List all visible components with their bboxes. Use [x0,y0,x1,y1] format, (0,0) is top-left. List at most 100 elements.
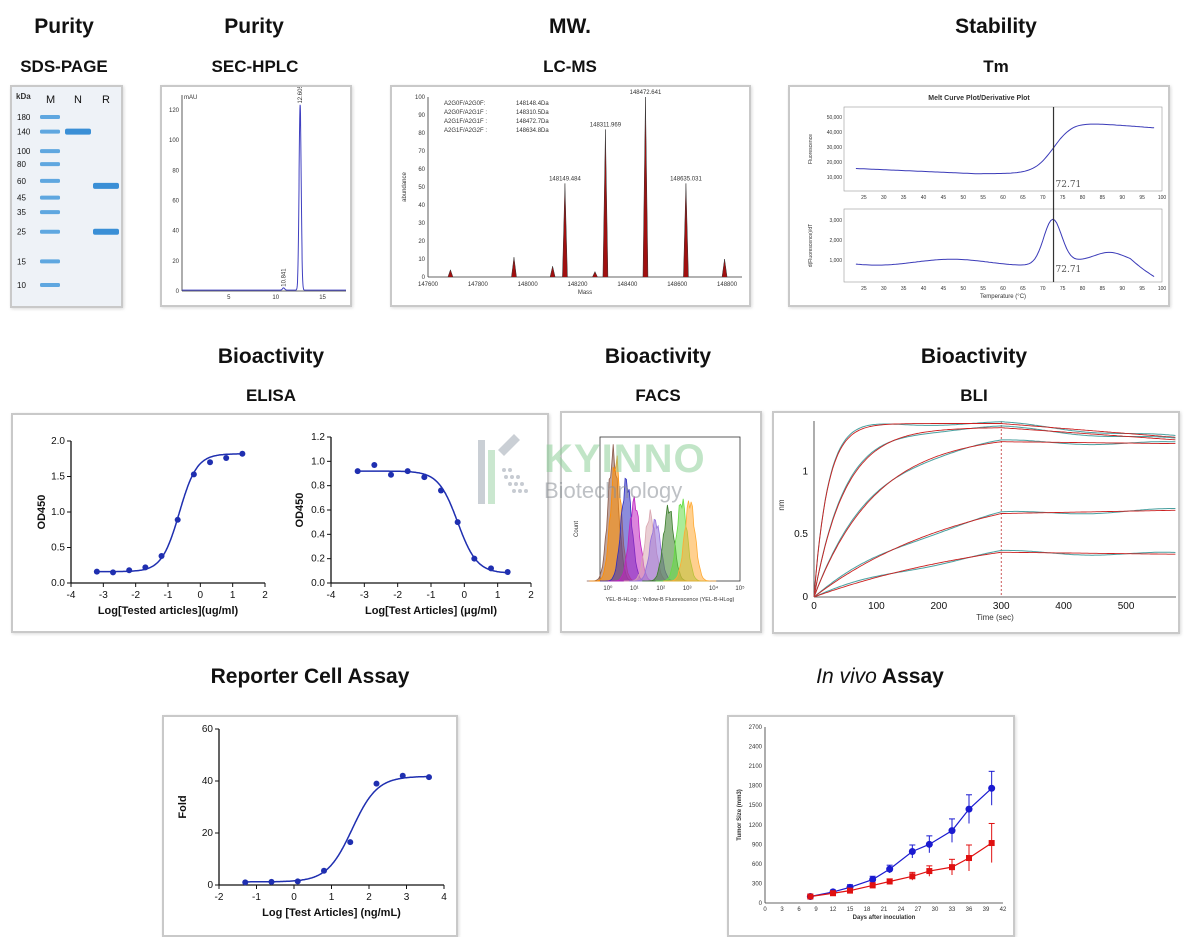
melt-curve-panel: Melt Curve Plot/Derivative Plot 25 25 30 30 3… [788,85,1170,307]
melt-curve-chart: Melt Curve Plot/Derivative Plot 25 25 30 30 3… [808,95,1166,300]
elisa2-point [488,565,494,572]
reporter-point [242,879,249,886]
melt-bottom-x-tick: 60 [1000,286,1006,292]
elisa1-point [142,564,149,571]
ms-y-tick: 50 [418,185,425,191]
elisa2-x-tick: -3 [360,590,369,601]
melt-tm-label-top: 72.71 [1056,180,1082,190]
melt-top-x-tick: 50 [960,195,966,201]
lc-ms-panel: 0 10 20 30 40 50 60 70 80 90 100 147600 147800 148000… [390,85,751,307]
invivo-point [988,840,995,847]
melt-tm-label-bottom: 72.71 [1056,265,1082,275]
elisa1-y-tick: 0.0 [51,578,65,589]
header-sds-page: SDS-PAGE [20,57,108,76]
invivo-series-line [810,787,993,898]
bli-y-tick: 0 [802,592,808,603]
ms-legend-value: 148634.8Da [516,128,549,134]
ms-peak [511,257,517,278]
ms-x-tick: 148000 [518,282,539,288]
sec-peak-label: 12.605 [298,87,304,104]
lc-ms-chart: 0 10 20 30 40 50 60 70 80 90 100 147600 147800 148000… [402,90,742,296]
ms-legend-value: 148310.5Da [516,110,549,116]
invivo-point [869,882,876,889]
gel-marker-tick: 180 [17,113,31,122]
logo-bar-1 [478,440,485,504]
bli-sensorgram: 0 100 200 300 400 500 0 0.5 1 Time (sec) nm [777,421,1176,622]
gel-marker-band [40,259,60,264]
sec-hplc-chart: mAU 0 20 40 60 80 100 120 5 10 15 10.841 12.605 [169,87,346,301]
reporter-x-tick: 1 [329,892,335,903]
ms-legend-value: 148148.4Da [516,101,549,107]
invivo-y-tick: 2700 [749,725,763,731]
header-bioactivity-3: Bioactivity [920,345,1028,368]
melt-top-x-tick: 25 [861,195,867,201]
invivo-x-tick: 0 [763,907,767,913]
ms-y-tick: 0 [422,275,426,281]
sec-y-tick: 0 [176,289,180,295]
header-elisa: ELISA [245,386,297,405]
melt-top-y-tick: 10,000 [827,175,843,181]
invivo-point [988,784,996,792]
reporter-x-tick: 0 [291,892,297,903]
bli-x-tick: 100 [868,601,885,612]
sec-x-tick: 5 [227,295,231,301]
facs-x-label: YEL-B-HLog :: Yellow-B Fluorescence (YEL… [606,597,735,603]
gel-marker-band [40,210,60,215]
melt-derivative-curve [855,218,1155,278]
gel-marker-band [40,162,60,167]
melt-bottom-y-tick: 2,000 [829,238,842,244]
ms-peak-label: 148311.969 [590,122,622,128]
invivo-y-tick: 1200 [749,823,763,829]
elisa1-x-tick: -4 [67,590,76,601]
melt-top-y-tick: 50,000 [827,115,843,121]
elisa1-point [174,516,181,523]
elisa2-point [404,468,411,475]
invivo-point [966,855,972,862]
gel-unit-label: kDa [16,92,31,101]
invivo-x-tick: 42 [1000,907,1007,913]
bli-raw-curve [813,439,1176,598]
header-purity-2: Purity [224,15,284,38]
melt-bottom-x-tick: 35 [901,286,907,292]
reporter-point [321,867,327,874]
elisa2-y-tick: 0.2 [311,554,325,565]
elisa2-point [388,471,394,478]
elisa1-fit-curve [96,453,242,573]
elisa2-y-tick: 0.0 [311,578,325,589]
invivo-x-tick: 9 [814,907,818,913]
facs-x-tick: 10⁴ [709,585,719,592]
gel-marker-tick: 25 [17,228,26,237]
reporter-y-tick: 0 [207,880,213,891]
melt-bottom-x-tick: 85 [1100,286,1106,292]
melt-top-y-label: Fluorescence [808,134,814,164]
header-in-vivo-assay: In vivo Assay [760,665,1000,689]
bli-x-tick: 500 [1118,601,1135,612]
reporter-point [347,839,354,846]
melt-top-x-tick: 90 [1119,195,1125,201]
melt-bottom-x-tick: 45 [941,286,947,292]
header-stability: Stability [955,15,1037,38]
gel-marker-band [40,115,60,119]
bli-raw-curve [813,549,1176,598]
elisa2-x-tick: 1 [495,590,501,601]
bli-panel: 0 100 200 300 400 500 0 0.5 1 Time (sec) nm [772,411,1180,634]
melt-top-x-tick: 60 [1000,195,1006,201]
ms-legend-value: 148472.7Da [516,119,549,125]
invivo-point [908,848,916,856]
gel-marker-tick: 10 [17,281,26,290]
invivo-x-tick: 27 [915,907,922,913]
elisa-chart-2: -4 -3 -2 -1 0 1 2 0.0 0.2 0.4 0.6 0.8 1.0 1.2 Log[Test… [294,432,534,617]
invivo-point [948,827,956,835]
bli-x-tick: 300 [993,601,1010,612]
facs-x-tick: 10³ [683,586,692,592]
elisa2-x-tick: 2 [528,590,534,601]
invivo-panel: 0 3 6 9 12 15 18 21 24 27 30 33 36 39 42 0 300 600 900 1200… [727,715,1015,937]
invivo-x-tick: 21 [881,907,888,913]
ms-x-label: Mass [578,290,592,296]
invivo-point [909,873,916,880]
sec-peak-label: 10.841 [282,268,288,287]
kyinno-logo-icon: KYINNO Biotechnology [478,434,705,504]
elisa2-point [354,468,361,475]
invivo-x-tick: 15 [847,907,854,913]
